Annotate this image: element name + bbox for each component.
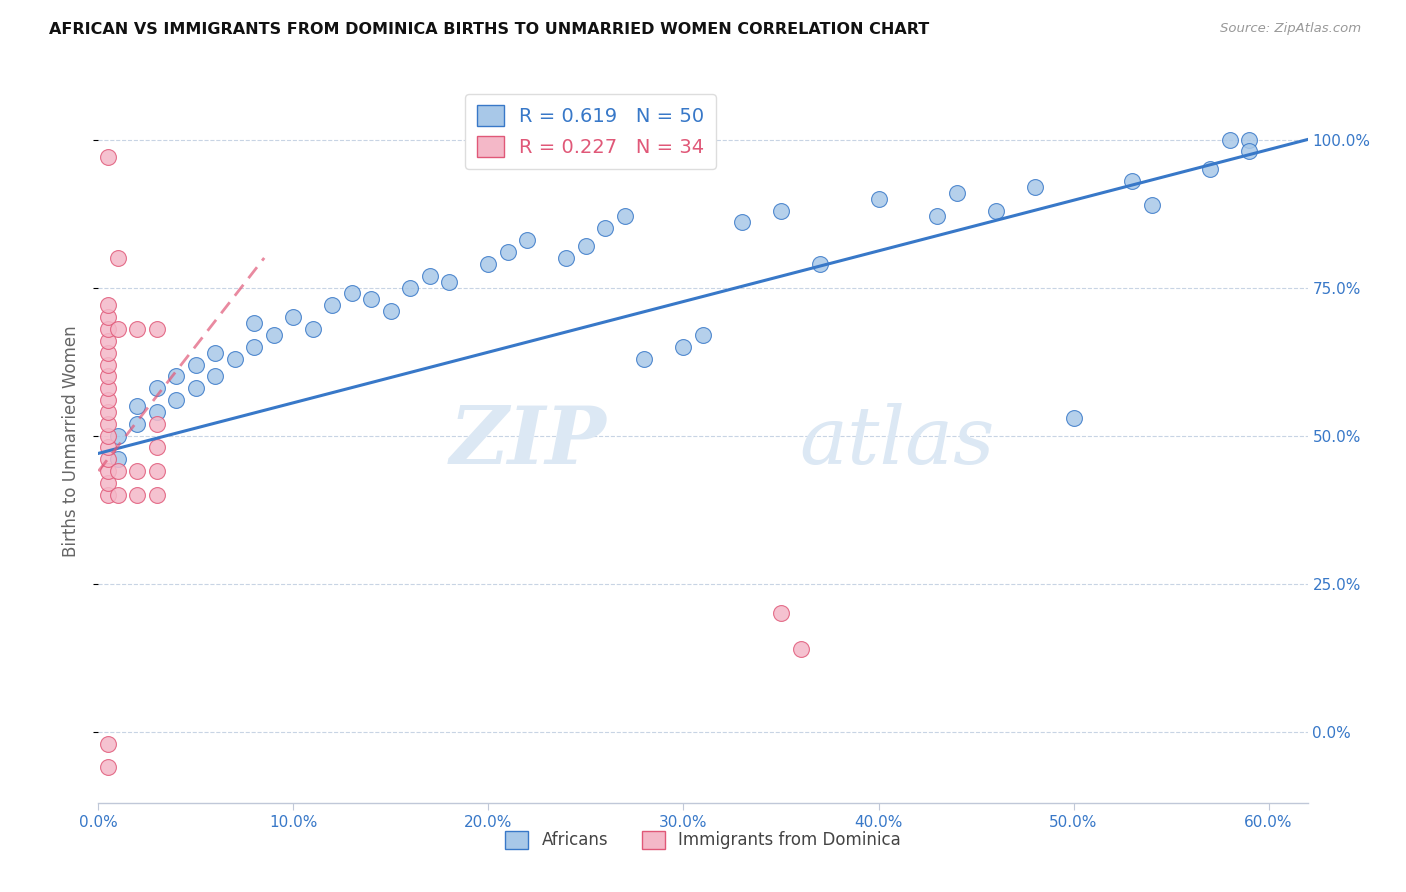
- Point: [127, 488, 149, 502]
- Point: [97, 334, 120, 348]
- Point: [107, 464, 129, 478]
- Y-axis label: Births to Unmarried Women: Births to Unmarried Women: [62, 326, 80, 558]
- Point: [340, 286, 363, 301]
- Point: [516, 233, 538, 247]
- Point: [439, 275, 461, 289]
- Point: [146, 417, 169, 431]
- Point: [184, 358, 207, 372]
- Text: ZIP: ZIP: [450, 403, 606, 480]
- Point: [204, 345, 226, 359]
- Legend: Africans, Immigrants from Dominica: Africans, Immigrants from Dominica: [498, 824, 908, 856]
- Point: [263, 327, 285, 342]
- Point: [97, 417, 120, 431]
- Point: [97, 150, 120, 164]
- Point: [97, 475, 120, 490]
- Point: [496, 245, 519, 260]
- Point: [127, 417, 149, 431]
- Point: [302, 322, 325, 336]
- Point: [107, 452, 129, 467]
- Point: [97, 441, 120, 455]
- Point: [97, 369, 120, 384]
- Point: [97, 760, 120, 774]
- Point: [945, 186, 967, 200]
- Point: [127, 399, 149, 413]
- Point: [672, 340, 695, 354]
- Point: [97, 298, 120, 312]
- Point: [97, 345, 120, 359]
- Point: [243, 316, 266, 330]
- Point: [97, 405, 120, 419]
- Point: [97, 310, 120, 325]
- Point: [1199, 162, 1222, 177]
- Point: [283, 310, 305, 325]
- Point: [97, 393, 120, 408]
- Point: [184, 381, 207, 395]
- Point: [107, 251, 129, 265]
- Point: [1237, 145, 1260, 159]
- Text: atlas: atlas: [800, 403, 995, 480]
- Text: Source: ZipAtlas.com: Source: ZipAtlas.com: [1220, 22, 1361, 36]
- Point: [204, 369, 226, 384]
- Point: [477, 257, 499, 271]
- Point: [575, 239, 598, 253]
- Point: [107, 428, 129, 442]
- Point: [868, 192, 890, 206]
- Point: [789, 641, 811, 656]
- Point: [107, 488, 129, 502]
- Point: [595, 221, 617, 235]
- Point: [165, 393, 187, 408]
- Point: [146, 464, 169, 478]
- Point: [1024, 180, 1046, 194]
- Point: [614, 210, 637, 224]
- Point: [555, 251, 578, 265]
- Point: [633, 351, 655, 366]
- Point: [1121, 174, 1143, 188]
- Point: [321, 298, 343, 312]
- Point: [380, 304, 402, 318]
- Point: [419, 268, 441, 283]
- Point: [808, 257, 831, 271]
- Point: [360, 293, 382, 307]
- Point: [1237, 132, 1260, 146]
- Point: [97, 322, 120, 336]
- Point: [1219, 132, 1241, 146]
- Point: [97, 428, 120, 442]
- Point: [243, 340, 266, 354]
- Point: [97, 452, 120, 467]
- Point: [925, 210, 948, 224]
- Point: [731, 215, 754, 229]
- Point: [399, 280, 422, 294]
- Point: [146, 405, 169, 419]
- Point: [107, 322, 129, 336]
- Point: [224, 351, 246, 366]
- Point: [97, 358, 120, 372]
- Point: [165, 369, 187, 384]
- Point: [97, 737, 120, 751]
- Point: [692, 327, 714, 342]
- Point: [146, 441, 169, 455]
- Point: [769, 203, 792, 218]
- Point: [984, 203, 1007, 218]
- Point: [127, 322, 149, 336]
- Point: [146, 488, 169, 502]
- Point: [146, 322, 169, 336]
- Point: [146, 381, 169, 395]
- Point: [97, 381, 120, 395]
- Point: [1140, 197, 1163, 211]
- Text: AFRICAN VS IMMIGRANTS FROM DOMINICA BIRTHS TO UNMARRIED WOMEN CORRELATION CHART: AFRICAN VS IMMIGRANTS FROM DOMINICA BIRT…: [49, 22, 929, 37]
- Point: [97, 488, 120, 502]
- Point: [1063, 410, 1085, 425]
- Point: [127, 464, 149, 478]
- Point: [97, 464, 120, 478]
- Point: [769, 607, 792, 621]
